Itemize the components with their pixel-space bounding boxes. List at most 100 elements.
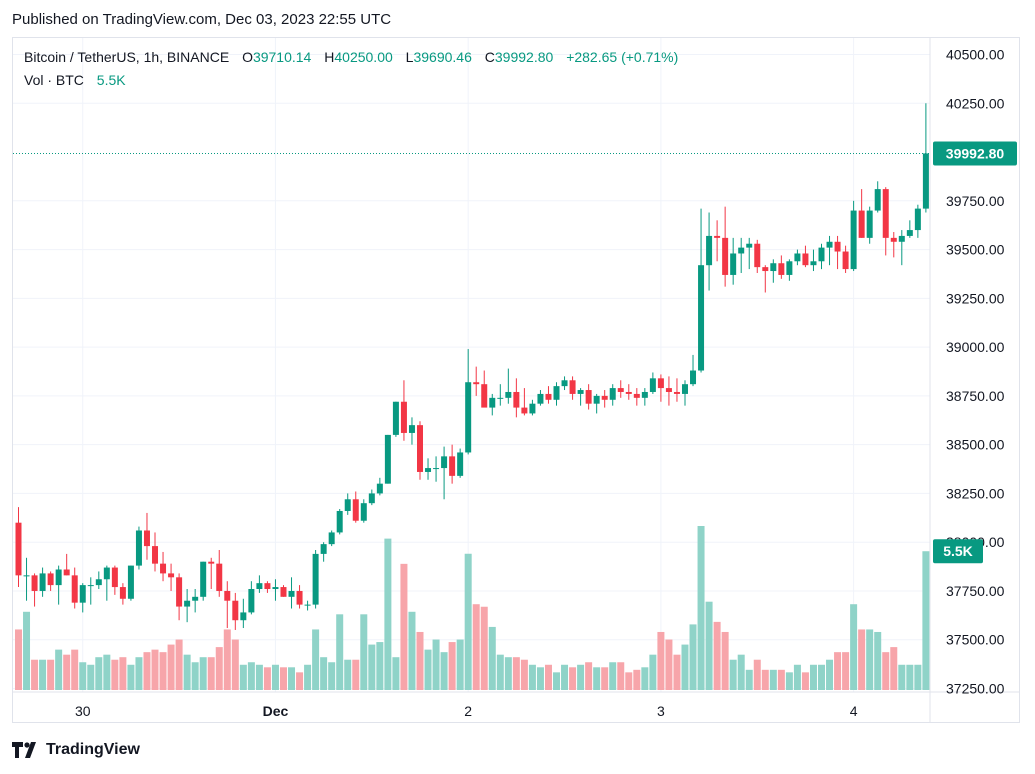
volume-bar	[657, 631, 665, 690]
volume-bar	[753, 659, 761, 690]
candle-body	[47, 573, 54, 586]
volume-bar	[785, 672, 793, 690]
candle-body	[890, 237, 897, 242]
volume-bar	[544, 664, 552, 690]
candle-body	[127, 565, 134, 599]
volume-bar	[641, 667, 649, 690]
volume-bar	[408, 611, 416, 690]
candle-body	[433, 468, 440, 470]
volume-bar	[119, 657, 127, 690]
volume-bar	[633, 669, 641, 690]
legend-high-value: 40250.00	[334, 49, 393, 65]
volume-bar	[151, 649, 159, 690]
candle-body	[248, 589, 255, 613]
volume-bar	[520, 659, 528, 690]
volume-bar	[279, 667, 287, 690]
price-tick-label: 39000.00	[946, 339, 1005, 355]
volume-bar	[215, 647, 223, 690]
candle-body	[906, 230, 913, 236]
candle-body	[641, 391, 648, 398]
volume-bar	[368, 644, 376, 690]
candle-body	[722, 237, 729, 275]
volume-bar	[207, 657, 215, 690]
candle-body	[633, 393, 640, 398]
legend-low-value: 39690.46	[413, 49, 472, 65]
candle-body	[690, 370, 697, 385]
volume-bar	[713, 621, 721, 690]
candle-body	[344, 499, 351, 511]
price-tick-label: 40250.00	[946, 95, 1005, 111]
candle-body	[449, 456, 456, 476]
candle-body	[264, 583, 271, 590]
price-tick-label: 39750.00	[946, 193, 1005, 209]
tradingview-logo-icon	[12, 742, 36, 758]
volume-bar	[553, 672, 561, 690]
volume-bar	[223, 629, 231, 690]
candle-body	[368, 493, 375, 504]
volume-bar	[665, 639, 673, 690]
legend-low-label: L	[405, 49, 414, 65]
volume-bar	[834, 652, 842, 690]
candle-body	[673, 391, 680, 394]
time-tick-label: 3	[657, 703, 665, 719]
volume-bar	[496, 654, 504, 690]
volume-bar	[328, 662, 336, 690]
candle-body	[192, 596, 199, 601]
time-tick-label: 30	[75, 703, 91, 719]
tradingview-brand[interactable]: TradingView	[12, 741, 140, 759]
price-tick-label: 37250.00	[946, 681, 1005, 697]
volume-bar	[826, 659, 834, 690]
candle-body	[55, 569, 62, 586]
candle-body	[842, 251, 849, 270]
candle-body	[762, 267, 769, 272]
candle-body	[216, 563, 223, 591]
volume-bar	[31, 659, 39, 690]
volume-bar	[344, 659, 352, 690]
candle-body	[746, 243, 753, 248]
legend-change-value: +282.65 (+0.71%)	[566, 49, 679, 65]
candle-body	[320, 544, 327, 554]
volume-bar	[15, 629, 22, 690]
volume-bar	[320, 657, 328, 690]
candle-body	[71, 575, 78, 603]
volume-bar	[488, 626, 496, 690]
candle-body	[858, 210, 865, 238]
candle-body	[63, 569, 70, 576]
candle-body	[898, 235, 905, 242]
volume-bar	[127, 664, 135, 690]
volume-bar	[729, 659, 737, 690]
volume-bar	[55, 649, 63, 690]
legend-close-value: 39992.80	[494, 49, 554, 65]
candle-body	[874, 189, 881, 211]
volume-bar	[561, 664, 569, 690]
price-tick-label: 39250.00	[946, 290, 1005, 306]
volume-bar	[247, 662, 255, 690]
volume-bar	[536, 667, 544, 690]
volume-bar	[818, 664, 825, 690]
volume-bar	[432, 639, 440, 690]
volume-bar	[914, 664, 922, 690]
volume-bar	[601, 667, 609, 690]
volume-bar	[448, 642, 456, 690]
candle-body	[457, 452, 464, 476]
candle-body	[778, 263, 785, 275]
time-tick-label: 2	[464, 703, 472, 719]
candle-body	[31, 575, 38, 591]
candle-body	[770, 263, 777, 272]
volume-bar	[199, 657, 207, 690]
candle-body	[288, 590, 295, 597]
candle-body	[168, 573, 175, 578]
candle-body	[545, 393, 552, 400]
candle-body	[272, 587, 279, 590]
volume-bar	[400, 563, 408, 690]
candle-body	[834, 241, 841, 252]
candle-body	[786, 261, 793, 275]
candle-body	[392, 401, 399, 435]
legend-volume-label: Vol · BTC	[24, 72, 84, 88]
volume-bar	[440, 652, 448, 690]
volume-bar	[71, 649, 79, 690]
volume-bar	[191, 662, 199, 690]
volume-bar	[143, 652, 151, 690]
time-tick-label: Dec	[263, 703, 289, 719]
